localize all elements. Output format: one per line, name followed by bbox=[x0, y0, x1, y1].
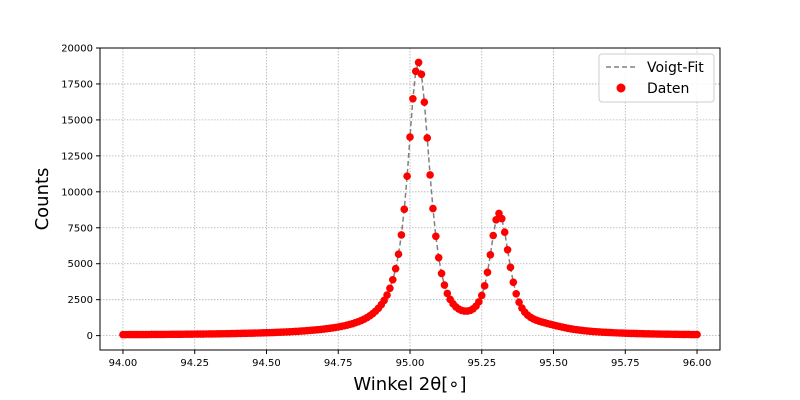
x-axis-label: Winkel 2θ[∘] bbox=[353, 374, 466, 395]
legend: Voigt-Fit Daten bbox=[598, 53, 715, 103]
data-point bbox=[397, 231, 406, 239]
data-point bbox=[434, 253, 443, 262]
data-point bbox=[500, 228, 509, 237]
data-point bbox=[515, 298, 523, 306]
data-point bbox=[483, 268, 492, 277]
data-point bbox=[409, 94, 417, 103]
data-point bbox=[420, 98, 429, 106]
data-point bbox=[477, 291, 486, 300]
data-point bbox=[693, 330, 701, 339]
legend-box bbox=[598, 53, 715, 103]
y-tick-label: 0 bbox=[87, 331, 93, 342]
data-point bbox=[440, 281, 449, 289]
data-point bbox=[429, 204, 437, 213]
y-tick-label: 15000 bbox=[61, 115, 93, 126]
x-tick-label: 95.75 bbox=[611, 358, 640, 369]
data-point bbox=[498, 214, 506, 223]
y-tick-label: 17500 bbox=[61, 79, 93, 90]
data-point bbox=[414, 58, 423, 67]
data-point bbox=[437, 269, 446, 278]
x-axis-ticks: 94.00 94.25 94.50 94.75 95.00 95.25 95.50 95.75… bbox=[109, 350, 712, 369]
data-point bbox=[432, 232, 440, 241]
legend-data-swatch bbox=[616, 83, 626, 93]
data-point bbox=[391, 264, 400, 273]
y-axis-label: Counts bbox=[32, 168, 53, 231]
y-tick-label: 20000 bbox=[61, 44, 93, 55]
data-series bbox=[119, 58, 701, 339]
y-tick-label: 12500 bbox=[61, 151, 93, 162]
legend-data-label: Daten bbox=[647, 81, 689, 97]
data-point bbox=[492, 215, 500, 224]
data-point bbox=[509, 278, 518, 287]
y-tick-label: 10000 bbox=[61, 187, 93, 198]
data-point bbox=[475, 298, 483, 306]
data-point bbox=[489, 231, 498, 240]
y-tick-label: 5000 bbox=[68, 259, 93, 270]
data-point bbox=[417, 70, 426, 79]
data-point bbox=[506, 263, 515, 272]
data-point bbox=[480, 282, 489, 290]
data-point bbox=[411, 67, 420, 76]
y-tick-label: 2500 bbox=[68, 295, 93, 306]
x-tick-label: 94.25 bbox=[180, 358, 209, 369]
x-tick-label: 95.50 bbox=[539, 358, 568, 369]
data-point bbox=[486, 251, 495, 259]
data-point bbox=[400, 205, 409, 214]
data-point bbox=[503, 245, 512, 254]
x-tick-label: 94.50 bbox=[252, 358, 281, 369]
data-point bbox=[403, 172, 411, 181]
data-point bbox=[383, 291, 391, 299]
data-point bbox=[512, 289, 520, 298]
x-tick-label: 95.25 bbox=[467, 358, 496, 369]
data-point bbox=[443, 289, 452, 298]
data-point bbox=[426, 171, 434, 179]
x-tick-label: 95.00 bbox=[396, 358, 425, 369]
x-tick-label: 94.00 bbox=[109, 358, 138, 369]
data-point bbox=[423, 134, 432, 142]
data-point bbox=[394, 250, 403, 258]
data-point bbox=[388, 275, 397, 284]
data-point bbox=[406, 133, 414, 141]
y-axis-ticks: 0 2500 5000 7500 10000 12500 15000 17500 20000 bbox=[61, 44, 100, 342]
legend-fit-label: Voigt-Fit bbox=[647, 60, 704, 76]
x-tick-label: 96.00 bbox=[683, 358, 712, 369]
y-tick-label: 7500 bbox=[68, 223, 93, 234]
data-point bbox=[386, 284, 394, 293]
x-tick-label: 94.75 bbox=[324, 358, 353, 369]
